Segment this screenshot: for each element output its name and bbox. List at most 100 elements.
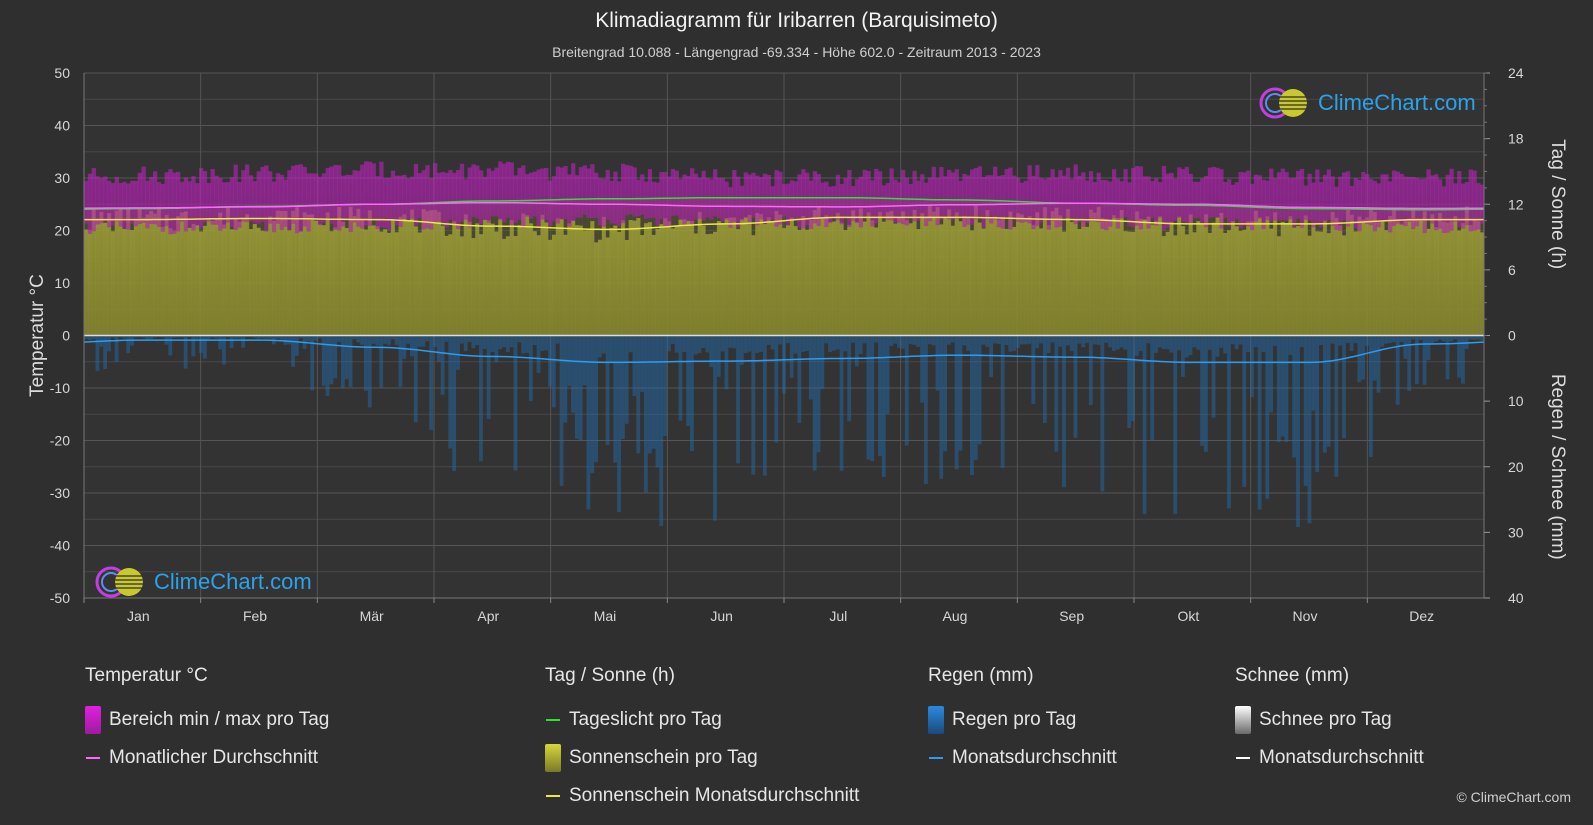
rain-day-bar [1200,335,1204,446]
temp-range-day-bar [682,174,687,227]
sunshine-day-bar [1307,235,1312,336]
temp-range-day-bar [110,182,116,226]
sunshine-day-bar [1111,215,1117,336]
sunshine-day-bar [920,213,925,336]
rain-day-bar [225,335,230,338]
temp-range-day-bar [1192,181,1197,219]
sunshine-day-bar [95,218,100,336]
rain-day-bar [1161,335,1166,350]
temp-range-day-bar [854,179,860,223]
temp-range-day-bar [870,180,875,227]
rain-day-bar [1073,335,1078,438]
rain-day-bar [847,335,852,422]
sunshine-day-bar [820,217,825,336]
rain-day-bar [1280,335,1285,437]
rain-day-bar [555,335,560,344]
rain-day-bar [713,335,717,521]
sunshine-day-bar [1088,209,1094,336]
rain-day-bar [1307,335,1312,524]
temp-range-day-bar [563,166,568,220]
rain-day-bar [160,335,165,338]
temp-range-day-bar [1069,179,1074,220]
rain-day-bar [1437,335,1442,340]
sunshine-day-bar [452,221,457,336]
sunshine-day-bar [977,222,982,336]
sunshine-day-bar [1069,221,1074,336]
right-top-axis-title: Tag / Sonne (h) [1547,139,1568,269]
sunshine-day-bar [337,207,342,336]
temp-range-day-bar [1253,174,1259,222]
rain-day-bar [973,335,978,460]
rain-day-bar [1299,335,1304,348]
temp-range-day-bar [647,169,653,219]
sunshine-day-bar [1303,215,1308,336]
temp-range-day-bar [1449,168,1454,231]
temp-range-day-bar [862,169,867,219]
temp-range-day-bar [103,176,108,222]
logo-bottom[interactable]: ClimeChart.com [94,565,312,599]
temp-range-day-bar [264,165,269,231]
rain-day-bar [1326,335,1331,447]
temp-range-day-bar [1177,167,1182,218]
rain-day-bar [1085,335,1089,343]
rain-day-bar [885,335,890,415]
sunshine-day-bar [1453,216,1458,336]
rain-day-bar [1046,335,1051,354]
temp-range-day-bar [467,167,472,228]
temp-range-day-bar [191,176,196,231]
left-tick-label: -50 [50,590,70,606]
rain-day-bar [989,335,994,378]
temp-range-day-bar [839,183,844,225]
rain-day-bar [605,335,610,445]
temp-range-day-bar [390,170,396,221]
temp-range-day-bar [321,173,327,223]
sunshine-day-bar [1196,221,1201,336]
rain-day-bar [206,335,211,340]
temp-range-day-bar [206,182,211,222]
sunshine-day-bar [1353,231,1358,336]
temp-range-day-bar [1161,165,1167,230]
sunshine-day-bar [195,224,200,336]
temp-range-day-bar [1284,171,1289,221]
rain-day-bar [364,335,368,391]
temp-range-day-bar [943,176,948,217]
rain-day-bar [659,335,664,527]
sunshine-day-bar [360,219,365,336]
sunshine-day-bar [647,222,653,336]
sunshine-day-bar [317,224,323,336]
temp-range-day-bar [897,182,902,223]
rain-day-bar [1453,335,1458,340]
right-bottom-tick-label: 40 [1508,590,1524,606]
rain-day-bar [916,335,921,347]
sunshine-day-bar [1134,211,1140,336]
sunshine-day-bar [947,209,952,336]
rain-day-bar [1115,335,1120,350]
rain-day-bar [920,335,924,403]
temp-range-day-bar [490,170,495,217]
rain-day-bar [252,335,257,338]
right-top-tick-label: 12 [1508,196,1524,212]
sunshine-day-bar [294,207,300,336]
logo-top[interactable]: ClimeChart.com [1258,86,1476,120]
rain-day-bar [1449,335,1454,342]
rain-day-bar [678,335,683,421]
sunshine-day-bar [586,230,591,336]
sunshine-day-bar [1430,214,1435,336]
legend-rain-avg: Monatsdurchschnitt [928,739,1117,777]
sunshine-day-bar [1008,211,1013,336]
rain-day-bar [590,335,595,474]
sunshine-day-bar [805,229,810,336]
temp-range-day-bar [881,185,887,219]
temp-range-day-bar [1096,172,1101,223]
right-top-tick-label: 18 [1508,131,1524,147]
temp-range-day-bar [900,169,906,225]
rain-day-bar [912,335,917,345]
sunshine-day-bar [1219,213,1224,336]
sunshine-day-bar [1200,223,1205,336]
temp-range-day-bar [279,174,284,231]
sunshine-day-bar [402,214,407,336]
rain-day-bar [1207,335,1212,350]
temp-range-day-bar [816,173,821,226]
sunshine-day-bar [218,212,223,336]
sunshine-day-bar [1142,219,1147,336]
